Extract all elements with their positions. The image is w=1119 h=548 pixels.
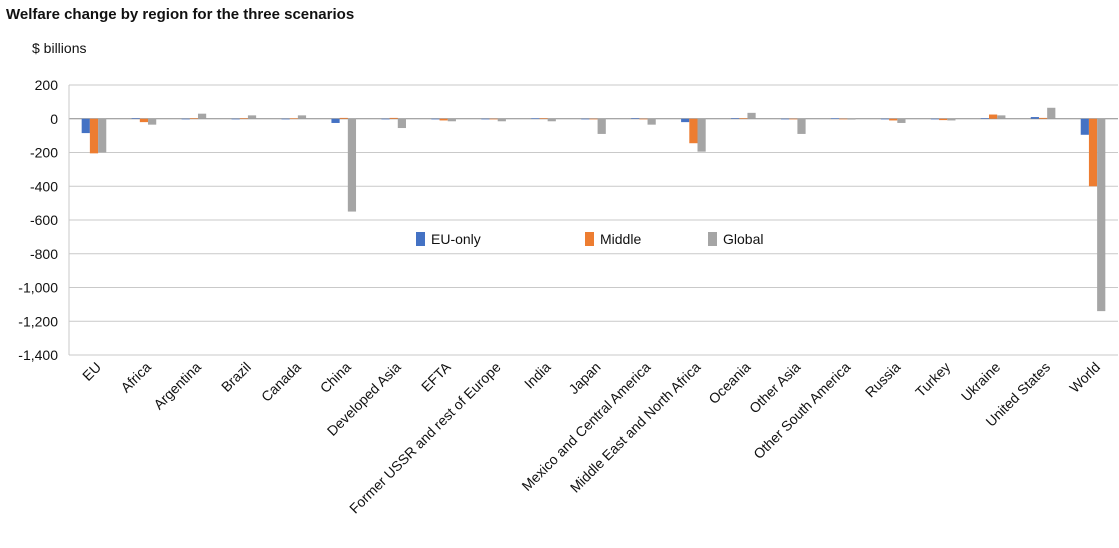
bar-global bbox=[197, 113, 207, 119]
x-category-label: Other South America bbox=[750, 359, 853, 462]
bar-global bbox=[747, 112, 756, 119]
bar-global bbox=[148, 118, 157, 125]
bar-eu-only bbox=[331, 118, 340, 123]
chart-title: Welfare change by region for the three s… bbox=[6, 6, 355, 23]
bar-middle bbox=[339, 117, 348, 119]
bar-middle bbox=[89, 118, 99, 154]
bar-eu-only bbox=[131, 118, 140, 119]
y-tick-label: 200 bbox=[35, 77, 59, 93]
bar-eu-only bbox=[880, 118, 890, 120]
bar-middle bbox=[239, 118, 248, 119]
x-category-label: Ukraine bbox=[958, 359, 1004, 405]
bar-middle bbox=[789, 118, 798, 120]
legend-label: Global bbox=[723, 231, 763, 247]
bar-eu-only bbox=[231, 118, 240, 120]
bar-eu-only bbox=[581, 118, 590, 120]
bar-middle bbox=[439, 118, 448, 121]
bar-eu-only bbox=[631, 118, 640, 119]
bar-middle bbox=[589, 118, 598, 120]
bar-global bbox=[997, 115, 1006, 119]
x-category-label: Japan bbox=[565, 359, 603, 397]
bar-middle bbox=[489, 118, 498, 120]
x-category-label: Argentina bbox=[150, 359, 204, 413]
y-tick-label: -800 bbox=[30, 246, 58, 262]
y-tick-label: -1,200 bbox=[18, 313, 58, 329]
bar-eu-only bbox=[431, 118, 440, 120]
x-category-label: Canada bbox=[258, 359, 304, 405]
x-category-label: EFTA bbox=[418, 358, 454, 394]
bar-global bbox=[347, 118, 357, 212]
legend-swatch bbox=[416, 232, 425, 246]
bar-global bbox=[297, 115, 307, 119]
x-category-label: EU bbox=[79, 359, 104, 384]
bar-eu-only bbox=[531, 118, 540, 120]
bar-eu-only bbox=[781, 118, 790, 120]
x-category-label: India bbox=[521, 359, 554, 392]
y-axis-unit-label: $ billions bbox=[32, 40, 87, 56]
bar-global bbox=[98, 118, 107, 153]
x-category-label: Turkey bbox=[912, 359, 953, 400]
bar-middle bbox=[139, 118, 149, 123]
bar-global bbox=[1047, 107, 1056, 119]
legend-label: Middle bbox=[600, 231, 641, 247]
bar-global bbox=[547, 118, 556, 122]
bar-eu-only bbox=[1080, 118, 1089, 135]
bar-middle bbox=[989, 114, 998, 119]
bar-eu-only bbox=[930, 118, 940, 120]
bar-eu-only bbox=[731, 118, 740, 119]
x-category-label: Africa bbox=[117, 359, 154, 396]
bar-middle bbox=[1088, 118, 1098, 187]
bar-middle bbox=[1038, 117, 1048, 119]
bar-eu-only bbox=[281, 118, 290, 120]
bar-global bbox=[647, 118, 656, 125]
bar-middle bbox=[539, 118, 548, 119]
bar-global bbox=[497, 118, 506, 122]
legend-swatch bbox=[585, 232, 594, 246]
x-category-label: Brazil bbox=[218, 359, 254, 395]
bar-middle bbox=[689, 118, 698, 144]
bar-global bbox=[947, 118, 956, 121]
x-category-label: Russia bbox=[862, 359, 904, 401]
bar-global bbox=[797, 118, 806, 134]
y-tick-label: -1,000 bbox=[18, 280, 58, 296]
y-tick-label: -400 bbox=[30, 178, 58, 194]
bar-global bbox=[697, 118, 706, 152]
bar-middle bbox=[389, 117, 398, 119]
bar-global bbox=[847, 118, 856, 120]
bar-global bbox=[247, 115, 257, 119]
y-tick-label: 0 bbox=[50, 111, 58, 127]
bar-global bbox=[1097, 118, 1106, 312]
bar-eu-only bbox=[381, 118, 390, 120]
bar-eu-only bbox=[181, 118, 190, 120]
bar-middle bbox=[739, 118, 748, 119]
legend-label: EU-only bbox=[431, 231, 481, 247]
bar-middle bbox=[839, 118, 848, 120]
x-category-label: Oceania bbox=[705, 359, 753, 407]
legend-swatch bbox=[708, 232, 717, 246]
bar-middle bbox=[889, 118, 898, 121]
y-tick-label: -1,400 bbox=[18, 347, 58, 363]
bar-middle bbox=[939, 118, 948, 121]
bar-eu-only bbox=[1030, 117, 1039, 119]
bar-global bbox=[897, 118, 906, 123]
x-category-label: World bbox=[1066, 359, 1103, 396]
bar-eu-only bbox=[830, 118, 840, 120]
y-tick-label: -600 bbox=[30, 212, 58, 228]
bar-global bbox=[447, 118, 456, 122]
bar-middle bbox=[189, 118, 198, 119]
bar-eu-only bbox=[681, 118, 690, 123]
bar-eu-only bbox=[980, 118, 990, 119]
bar-global bbox=[597, 118, 606, 134]
y-tick-label: -200 bbox=[30, 145, 58, 161]
bar-global bbox=[397, 118, 406, 129]
bar-eu-only bbox=[81, 118, 90, 134]
bar-middle bbox=[289, 118, 298, 120]
bar-middle bbox=[639, 118, 648, 120]
bar-eu-only bbox=[481, 118, 490, 120]
x-category-label: China bbox=[317, 359, 354, 396]
